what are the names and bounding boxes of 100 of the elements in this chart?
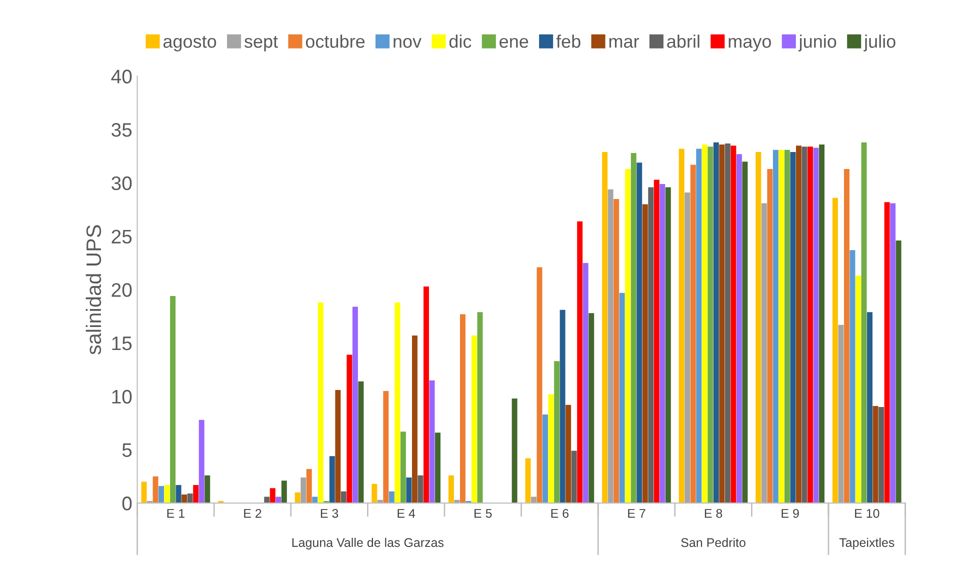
bar (388, 491, 394, 504)
bar (844, 169, 850, 504)
bar (696, 148, 702, 504)
bar (281, 480, 287, 504)
bar (358, 381, 364, 504)
bar (312, 496, 318, 504)
bar (636, 162, 642, 504)
x-tick-label: E 3 (320, 508, 338, 518)
bar (352, 306, 358, 504)
bar (730, 146, 736, 504)
bar (878, 407, 884, 504)
bar (460, 314, 466, 504)
bar (182, 494, 188, 504)
bar (198, 420, 204, 504)
legend-label: octubre (306, 34, 365, 48)
y-tick-label: 10 (112, 390, 132, 404)
bar (394, 302, 400, 504)
y-tick-label: 15 (112, 336, 132, 350)
x-tick-label: E 1 (167, 509, 184, 518)
bar (767, 169, 773, 504)
bar (796, 146, 802, 504)
bar (619, 292, 625, 504)
y-tick-label: 0 (122, 496, 132, 510)
bar (264, 496, 270, 504)
bar (819, 144, 824, 504)
bar (742, 162, 748, 504)
bar (152, 476, 158, 504)
bar (276, 496, 282, 504)
bar (608, 189, 614, 504)
y-tick-label: 35 (112, 123, 132, 137)
bar (577, 221, 583, 504)
bar (418, 475, 424, 504)
bar (665, 187, 671, 504)
legend-label: abril (667, 34, 700, 48)
legend-label: mar (609, 38, 639, 48)
bar (566, 404, 572, 504)
legend-label: nov (394, 38, 422, 48)
bar (187, 493, 193, 504)
y-tick-label: 30 (112, 176, 132, 190)
bar (642, 204, 648, 504)
bar (713, 142, 719, 504)
legend-label: dic (449, 34, 472, 48)
bar (435, 432, 440, 504)
bar (867, 312, 872, 504)
bar (554, 361, 560, 504)
x-tick-label: E 9 (782, 508, 799, 518)
bar (588, 313, 594, 504)
bar (306, 468, 312, 504)
bar (294, 492, 300, 504)
bar (838, 324, 844, 504)
bar (141, 482, 147, 504)
bar (678, 148, 684, 504)
bar (512, 398, 518, 504)
bar (850, 250, 856, 504)
x-tick-label: E 5 (474, 509, 492, 518)
text: San Pedrito (681, 538, 746, 548)
bar (372, 484, 378, 504)
bar (861, 142, 867, 504)
legend-label: feb (556, 34, 580, 48)
text: Laguna Valle de las Garzas (292, 538, 444, 550)
bar (778, 150, 784, 504)
x-tick-label: E 7 (628, 509, 646, 518)
bar (548, 394, 554, 504)
bar (346, 354, 352, 504)
bar (630, 153, 636, 504)
bar (204, 475, 210, 504)
x-tick-label: E 4 (398, 509, 416, 518)
legend-label: sept (244, 36, 278, 52)
bar (270, 488, 276, 504)
bar (719, 144, 725, 504)
bar (164, 484, 170, 504)
bar (660, 184, 666, 504)
bar (784, 150, 790, 504)
bar (724, 143, 730, 504)
bar (406, 477, 412, 504)
bar (525, 458, 531, 504)
bar (318, 302, 324, 504)
bar (542, 414, 548, 504)
bar (193, 484, 199, 504)
text: Tapeixtles (839, 538, 894, 550)
bar (625, 169, 631, 504)
x-tick-label: E 2 (244, 508, 262, 518)
bar (884, 202, 890, 504)
legend-label: ene (500, 38, 528, 48)
bar (654, 180, 660, 504)
bar (772, 150, 778, 504)
x-tick-label: E 6 (551, 508, 569, 518)
bar (708, 146, 714, 504)
bar (536, 267, 542, 504)
bar (736, 154, 742, 504)
legend-label: agosto (163, 36, 216, 52)
bar (702, 144, 708, 504)
bar (412, 336, 418, 504)
bar (531, 496, 536, 504)
bar (424, 286, 429, 504)
bar (170, 296, 176, 504)
bar (448, 475, 454, 504)
bar (602, 152, 608, 504)
bar (383, 391, 389, 504)
bar (813, 148, 819, 504)
